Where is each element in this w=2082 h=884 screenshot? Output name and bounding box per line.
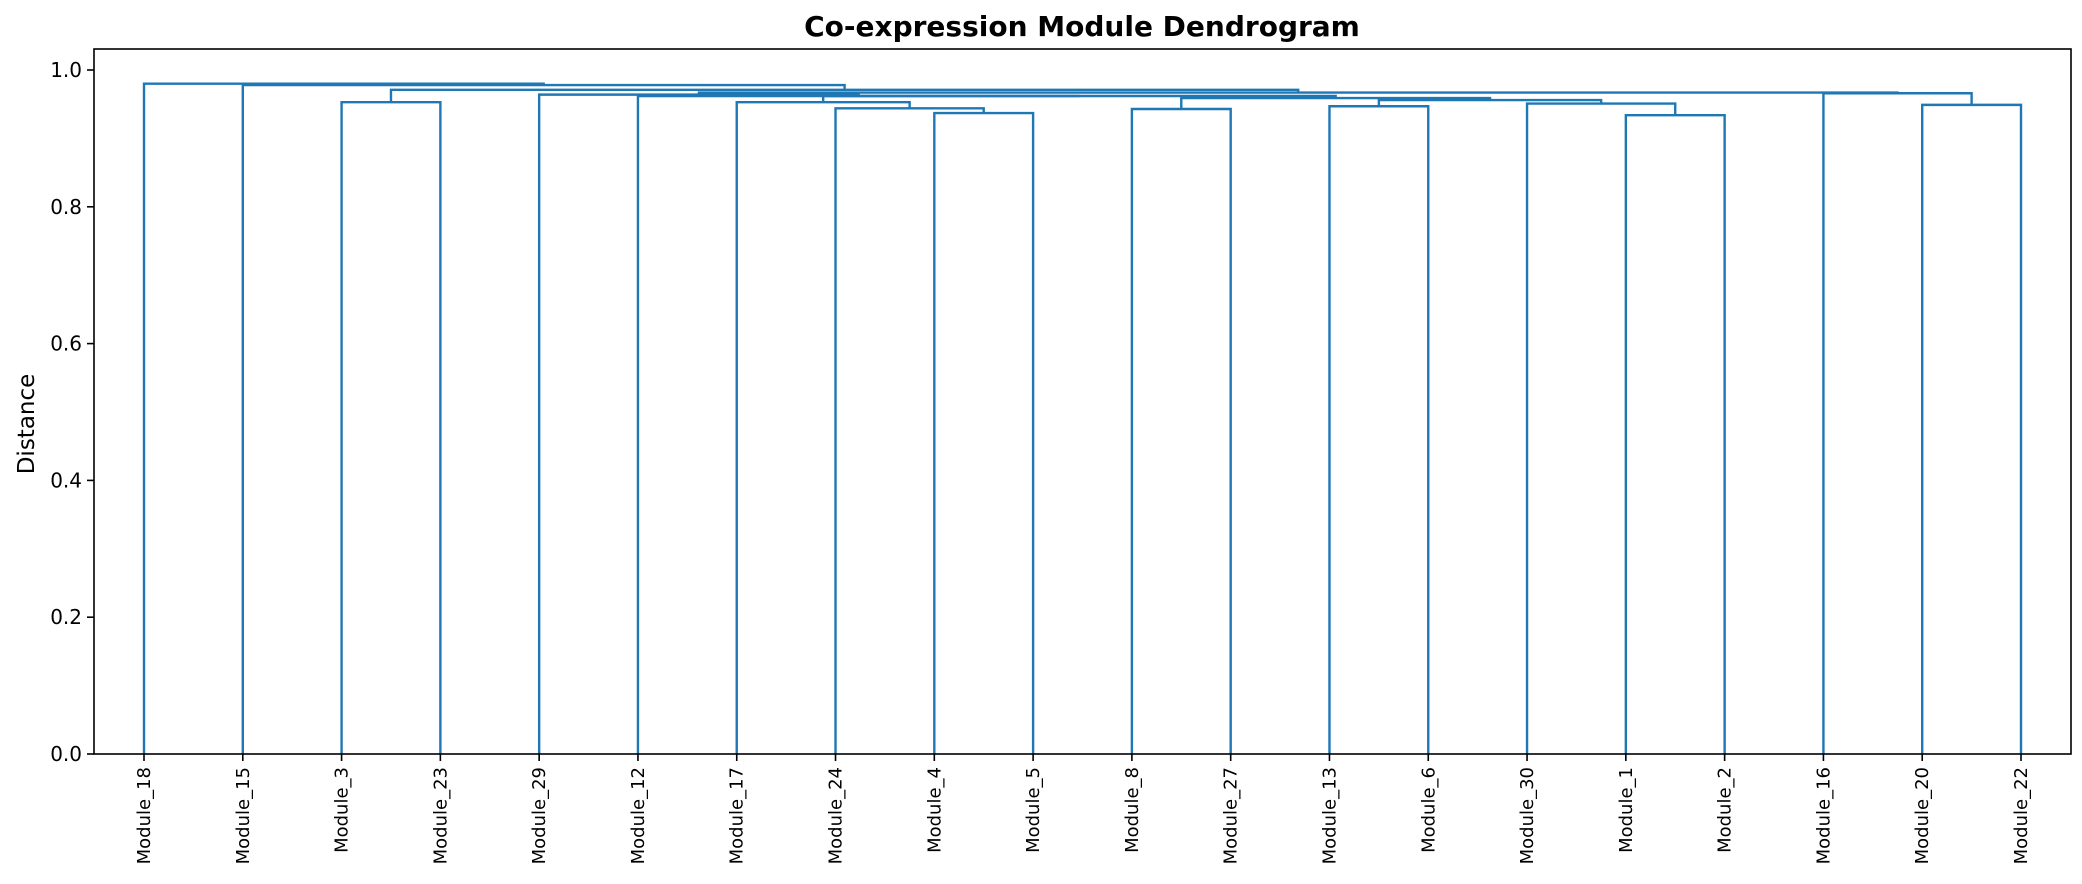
leaf-label: Module_12 <box>628 767 649 864</box>
leaf-label: Module_24 <box>826 767 847 864</box>
leaf-label: Module_6 <box>1418 767 1439 853</box>
leaf-label: Module_2 <box>1715 767 1736 853</box>
dendrogram-link-9 <box>735 100 911 754</box>
chart-title: Co-expression Module Dendrogram <box>804 10 1360 43</box>
leaf-label: Module_20 <box>1912 767 1933 864</box>
y-tick-label: 0.6 <box>50 332 82 356</box>
leaf-label: Module_3 <box>332 767 353 853</box>
leaf-label: Module_16 <box>1813 767 1834 864</box>
dendrogram-link-2 <box>1624 113 1726 754</box>
leaf-label: Module_4 <box>924 767 945 853</box>
leaf-label: Module_8 <box>1122 767 1143 853</box>
x-axis: Module_18 Module_15 Module_3 Module_23 Modul… <box>134 754 2032 864</box>
dendrogram-link-8 <box>340 100 442 754</box>
dendrogram-links <box>142 82 2023 754</box>
dendrogram-link-14 <box>537 93 860 754</box>
dendrogram-link-1 <box>933 111 1035 754</box>
dendrogram-link-4 <box>1130 107 1232 754</box>
y-tick-label: 1.0 <box>50 58 82 82</box>
leaf-label: Module_13 <box>1319 767 1340 864</box>
dendrogram-link-7 <box>1525 102 1677 754</box>
dendrogram-link-16 <box>697 91 1899 95</box>
y-tick-label: 0.2 <box>50 605 82 629</box>
y-axis-label: Distance <box>14 374 40 475</box>
leaf-label: Module_18 <box>134 767 155 864</box>
leaf-label: Module_23 <box>430 767 451 864</box>
dendrogram-link-12 <box>821 94 1337 103</box>
leaf-label: Module_1 <box>1616 767 1637 853</box>
dendrogram-link-19 <box>142 82 545 754</box>
leaf-label: Module_30 <box>1517 767 1538 864</box>
leaf-label: Module_5 <box>1023 767 1044 853</box>
dendrogram-link-6 <box>1921 103 2023 754</box>
plot-area-frame <box>93 48 2072 755</box>
leaf-label: Module_17 <box>727 767 748 864</box>
leaf-label: Module_22 <box>2011 767 2032 864</box>
dendrogram-link-18 <box>241 83 846 754</box>
leaf-label: Module_29 <box>529 767 550 864</box>
y-tick-label: 0.0 <box>50 742 82 766</box>
dendrogram-link-15 <box>1822 92 1973 754</box>
leaf-label: Module_27 <box>1221 767 1242 864</box>
dendrogram-link-5 <box>1328 105 1430 754</box>
y-axis: 0.0 0.2 0.4 0.6 0.8 1.0 <box>50 58 94 766</box>
dendrogram-link-13 <box>636 94 1080 754</box>
y-tick-label: 0.4 <box>50 468 82 492</box>
leaf-label: Module_15 <box>233 767 254 864</box>
dendrogram-link-3 <box>834 107 985 754</box>
y-tick-label: 0.8 <box>50 195 82 219</box>
